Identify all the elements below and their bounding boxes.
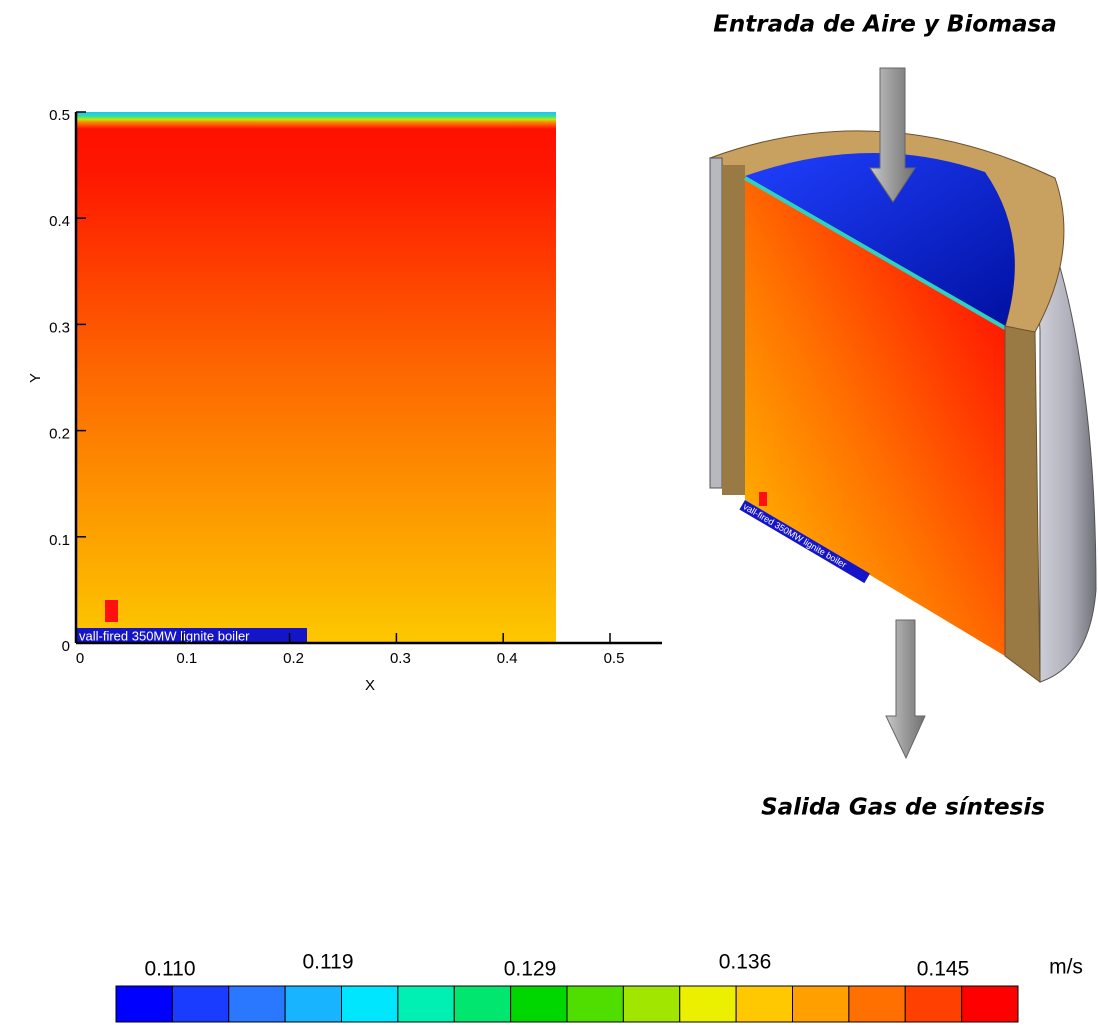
x-tick-label: 0.4 [497, 650, 518, 667]
colorbar-swatch [116, 986, 172, 1022]
contour-plot: vall-fired 350MW lignite boiler X Y 0 0.1… [27, 107, 662, 694]
colorbar-swatch [962, 986, 1018, 1022]
colorbar-tick-label: 0.110 [145, 958, 196, 981]
colorbar-tick-label: 0.119 [303, 951, 354, 974]
colorbar-tick-label: 0.136 [719, 951, 772, 974]
colorbar-swatch [454, 986, 510, 1022]
colorbar-unit: m/s [1049, 956, 1083, 979]
x-axis-label: X [365, 677, 375, 694]
colorbar-swatch [736, 986, 792, 1022]
contour-field [76, 112, 556, 643]
y-tick-label: 0.3 [49, 319, 70, 336]
plot-caption: vall-fired 350MW lignite boiler [79, 628, 250, 643]
colorbar-swatch [623, 986, 679, 1022]
x-tick-label: 0.2 [283, 650, 304, 667]
colorbar-swatch [905, 986, 961, 1022]
colorbar-swatch [172, 986, 228, 1022]
y-tick-label: 0.4 [49, 213, 70, 230]
outlet-arrow [886, 620, 925, 758]
x-tick-label: 0.5 [604, 650, 625, 667]
y-axis-label: Y [27, 373, 44, 383]
colorbar-swatch [680, 986, 736, 1022]
colorbar-swatch [511, 986, 567, 1022]
y-tick-label: 0.5 [49, 107, 70, 124]
colorbar-swatch [567, 986, 623, 1022]
outlet-label: Salida Gas de síntesis [761, 795, 1045, 821]
inlet-label: Entrada de Aire y Biomasa [713, 12, 1057, 38]
x-tick-label: 0.1 [176, 650, 197, 667]
figure: vall-fired 350MW lignite boiler X Y 0 0.1… [0, 0, 1098, 1025]
x-tick-label: 0.3 [390, 650, 411, 667]
gasifier-diagram: vall-fired 350MW lignite boiler Entrada … [710, 12, 1096, 821]
colorbar-tick-label: 0.129 [504, 958, 557, 981]
y-tick-label: 0.2 [49, 426, 70, 443]
y-tick-label: 0 [62, 638, 70, 655]
colorbar-tick-label: 0.145 [917, 958, 970, 981]
colorbar-swatch [398, 986, 454, 1022]
x-tick-label: 0 [76, 650, 84, 667]
marker [105, 600, 118, 622]
colorbar-swatch [849, 986, 905, 1022]
marker [759, 492, 767, 506]
colorbar: m/s 0.110 0.119 0.129 0.136 0.145 [116, 951, 1083, 1022]
colorbar-swatch [229, 986, 285, 1022]
y-tick-label: 0.1 [49, 532, 70, 549]
left-insulation [722, 165, 745, 495]
left-wall [710, 158, 722, 488]
colorbar-swatch [342, 986, 398, 1022]
colorbar-swatch [793, 986, 849, 1022]
right-insulation [1005, 326, 1040, 682]
colorbar-swatch [285, 986, 341, 1022]
